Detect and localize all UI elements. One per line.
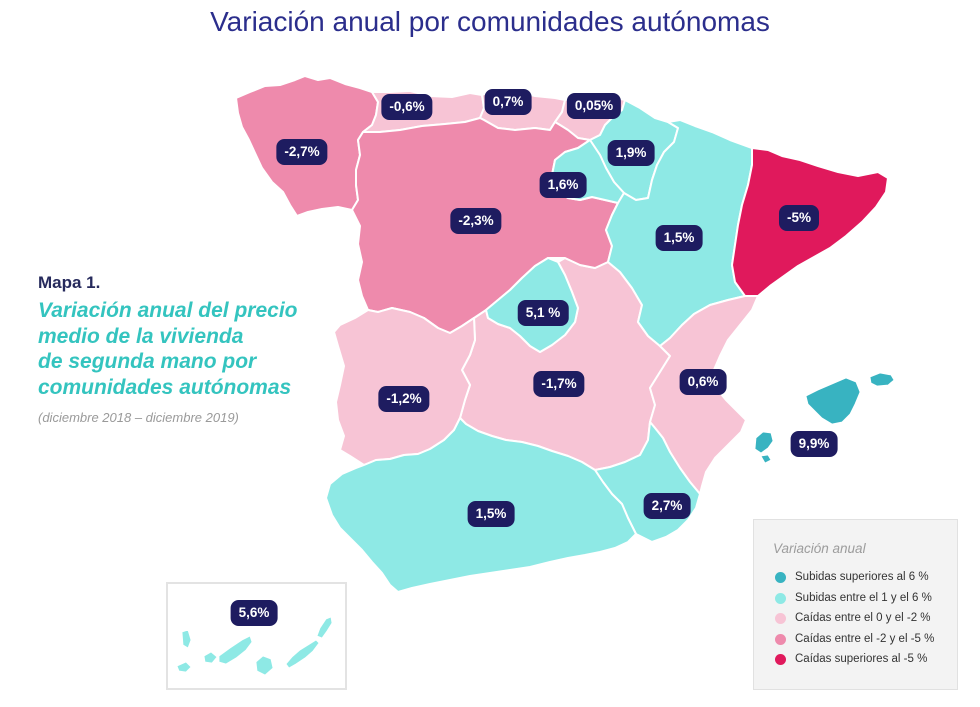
island-la-gomera bbox=[203, 651, 218, 664]
legend-item: Caídas entre el -2 y el -5 % bbox=[754, 629, 957, 650]
caption-label: Mapa 1. bbox=[38, 273, 101, 292]
legend-swatch bbox=[775, 572, 786, 583]
legend: Variación anual Subidas superiores al 6 … bbox=[753, 519, 958, 690]
legend-item: Subidas entre el 1 y el 6 % bbox=[754, 588, 957, 609]
island-gran-canaria bbox=[255, 655, 274, 676]
legend-label: Subidas entre el 1 y el 6 % bbox=[795, 591, 932, 604]
value-label-andalucia: 1,5% bbox=[467, 501, 515, 527]
value-label-navarra: 1,9% bbox=[607, 140, 655, 166]
value-label-aragon: 1,5% bbox=[655, 225, 703, 251]
island-la-palma bbox=[181, 629, 192, 649]
caption-line: comunidades autónomas bbox=[38, 375, 292, 399]
legend-label: Caídas entre el -2 y el -5 % bbox=[795, 632, 935, 645]
island-el-hierro bbox=[176, 661, 192, 673]
caption-period: (diciembre 2018 – diciembre 2019) bbox=[38, 410, 239, 425]
value-label-comunidad-valenciana: 0,6% bbox=[679, 369, 727, 395]
legend-label: Caídas superiores al -5 % bbox=[795, 653, 928, 666]
value-label-castilla-y-leon: -2,3% bbox=[450, 208, 502, 234]
caption-description: Variación anual del precio medio de la v… bbox=[38, 298, 297, 400]
map-title: Variación anual por comunidades autónoma… bbox=[210, 6, 770, 37]
value-label-galicia: -2,7% bbox=[276, 139, 328, 165]
baleares-islands bbox=[754, 372, 895, 464]
value-label-cantabria: 0,7% bbox=[484, 89, 532, 115]
legend-item: Caídas superiores al -5 % bbox=[754, 649, 957, 670]
island-menorca bbox=[869, 372, 895, 387]
legend-swatch bbox=[775, 613, 786, 625]
canarias-inset-frame bbox=[166, 582, 347, 690]
value-label-cataluna: -5% bbox=[778, 205, 820, 231]
value-label-castilla-la-mancha: -1,7% bbox=[533, 371, 585, 397]
legend-items: Subidas superiores al 6 % Subidas entre … bbox=[754, 567, 957, 670]
island-mallorca bbox=[805, 377, 861, 425]
caption-line: medio de la vivienda bbox=[38, 324, 244, 348]
value-label-canarias: 5,6% bbox=[230, 600, 278, 626]
legend-swatch bbox=[775, 592, 786, 604]
value-label-madrid: 5,1 % bbox=[517, 300, 569, 326]
caption-line: Variación anual del precio bbox=[38, 299, 298, 322]
value-label-la-rioja: 1,6% bbox=[539, 172, 587, 198]
legend-item: Caídas entre el 0 y el -2 % bbox=[754, 608, 957, 629]
peninsula-regions bbox=[235, 75, 889, 593]
island-formentera bbox=[760, 454, 772, 464]
island-ibiza bbox=[754, 431, 774, 454]
island-lanzarote bbox=[316, 616, 333, 639]
legend-swatch bbox=[775, 633, 786, 645]
legend-label: Subidas superiores al 6 % bbox=[795, 571, 929, 583]
caption-line: de segunda mano por bbox=[38, 350, 257, 374]
legend-item: Subidas superiores al 6 % bbox=[754, 567, 957, 588]
canarias-islands bbox=[176, 616, 333, 676]
island-tenerife bbox=[218, 635, 253, 665]
island-fuerteventura bbox=[285, 639, 320, 669]
value-label-extremadura: -1,2% bbox=[378, 386, 430, 412]
value-label-murcia: 2,7% bbox=[643, 493, 691, 519]
legend-label: Caídas entre el 0 y el -2 % bbox=[795, 612, 931, 625]
legend-title: Variación anual bbox=[773, 541, 866, 556]
value-label-baleares: 9,9% bbox=[790, 431, 838, 457]
legend-swatch bbox=[775, 654, 786, 666]
value-label-asturias: -0,6% bbox=[381, 94, 433, 120]
value-label-pais-vasco: 0,05% bbox=[566, 93, 622, 119]
